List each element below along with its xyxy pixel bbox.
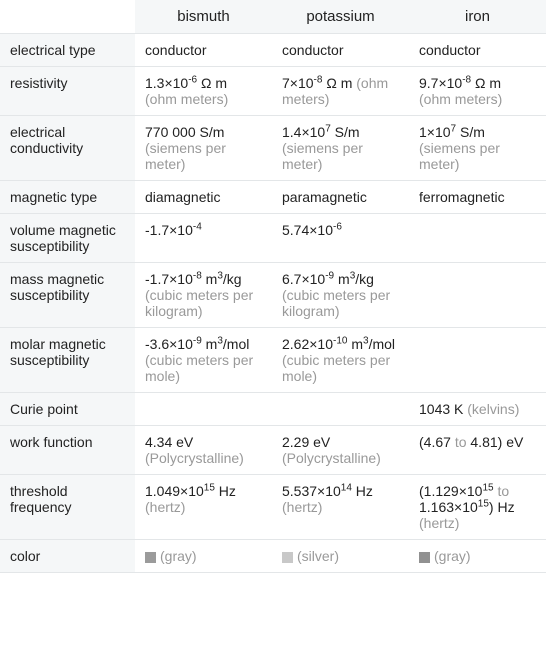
table-cell: 1.049×1015 Hz (hertz) — [135, 475, 272, 540]
table-cell: 9.7×10-8 Ω m (ohm meters) — [409, 67, 546, 116]
table-row: Curie point 1043 K (kelvins) — [0, 393, 546, 426]
table-row: volume magnetic susceptibility-1.7×10-45… — [0, 214, 546, 263]
table-cell: 2.62×10-10 m3/mol (cubic meters per mole… — [272, 328, 409, 393]
table-row: color(gray)(silver)(gray) — [0, 540, 546, 573]
table-row: threshold frequency1.049×1015 Hz (hertz)… — [0, 475, 546, 540]
table-cell: 1043 K (kelvins) — [409, 393, 546, 426]
table-header-row: bismuth potassium iron — [0, 0, 546, 34]
table-cell: 5.537×1014 Hz (hertz) — [272, 475, 409, 540]
row-label: Curie point — [0, 393, 135, 426]
table-cell — [135, 393, 272, 426]
table-cell: (1.129×1015 to 1.163×1015) Hz (hertz) — [409, 475, 546, 540]
row-label: threshold frequency — [0, 475, 135, 540]
table-cell: (4.67 to 4.81) eV — [409, 426, 546, 475]
col-header: iron — [409, 0, 546, 34]
row-label: work function — [0, 426, 135, 475]
table-cell — [409, 214, 546, 263]
table-cell: diamagnetic — [135, 181, 272, 214]
table-cell: conductor — [272, 34, 409, 67]
col-header: bismuth — [135, 0, 272, 34]
table-row: magnetic typediamagneticparamagneticferr… — [0, 181, 546, 214]
table-cell: conductor — [409, 34, 546, 67]
table-cell — [272, 393, 409, 426]
col-header: potassium — [272, 0, 409, 34]
table-cell: 1.3×10-6 Ω m (ohm meters) — [135, 67, 272, 116]
corner-cell — [0, 0, 135, 34]
table-cell: 1.4×107 S/m (siemens per meter) — [272, 116, 409, 181]
table-row: mass magnetic susceptibility-1.7×10-8 m3… — [0, 263, 546, 328]
row-label: color — [0, 540, 135, 573]
table-cell: (silver) — [272, 540, 409, 573]
row-label: electrical conductivity — [0, 116, 135, 181]
table-cell: -1.7×10-8 m3/kg (cubic meters per kilogr… — [135, 263, 272, 328]
row-label: resistivity — [0, 67, 135, 116]
table-cell: ferromagnetic — [409, 181, 546, 214]
table-cell: 2.29 eV (Polycrystalline) — [272, 426, 409, 475]
table-row: electrical conductivity770 000 S/m (siem… — [0, 116, 546, 181]
table-cell — [409, 263, 546, 328]
table-cell: 5.74×10-6 — [272, 214, 409, 263]
properties-table: bismuth potassium iron electrical typeco… — [0, 0, 546, 573]
row-label: volume magnetic susceptibility — [0, 214, 135, 263]
row-label: molar magnetic susceptibility — [0, 328, 135, 393]
row-label: magnetic type — [0, 181, 135, 214]
table-cell — [409, 328, 546, 393]
table-cell: -3.6×10-9 m3/mol (cubic meters per mole) — [135, 328, 272, 393]
table-row: electrical typeconductorconductorconduct… — [0, 34, 546, 67]
row-label: mass magnetic susceptibility — [0, 263, 135, 328]
table-row: work function4.34 eV (Polycrystalline)2.… — [0, 426, 546, 475]
table-cell: 6.7×10-9 m3/kg (cubic meters per kilogra… — [272, 263, 409, 328]
table-cell: -1.7×10-4 — [135, 214, 272, 263]
table-cell: paramagnetic — [272, 181, 409, 214]
table-row: resistivity1.3×10-6 Ω m (ohm meters)7×10… — [0, 67, 546, 116]
table-body: electrical typeconductorconductorconduct… — [0, 34, 546, 573]
table-cell: 770 000 S/m (siemens per meter) — [135, 116, 272, 181]
table-cell: conductor — [135, 34, 272, 67]
table-row: molar magnetic susceptibility-3.6×10-9 m… — [0, 328, 546, 393]
table-cell: 7×10-8 Ω m (ohm meters) — [272, 67, 409, 116]
table-cell: (gray) — [135, 540, 272, 573]
table-cell: 4.34 eV (Polycrystalline) — [135, 426, 272, 475]
table-cell: 1×107 S/m (siemens per meter) — [409, 116, 546, 181]
table-cell: (gray) — [409, 540, 546, 573]
row-label: electrical type — [0, 34, 135, 67]
